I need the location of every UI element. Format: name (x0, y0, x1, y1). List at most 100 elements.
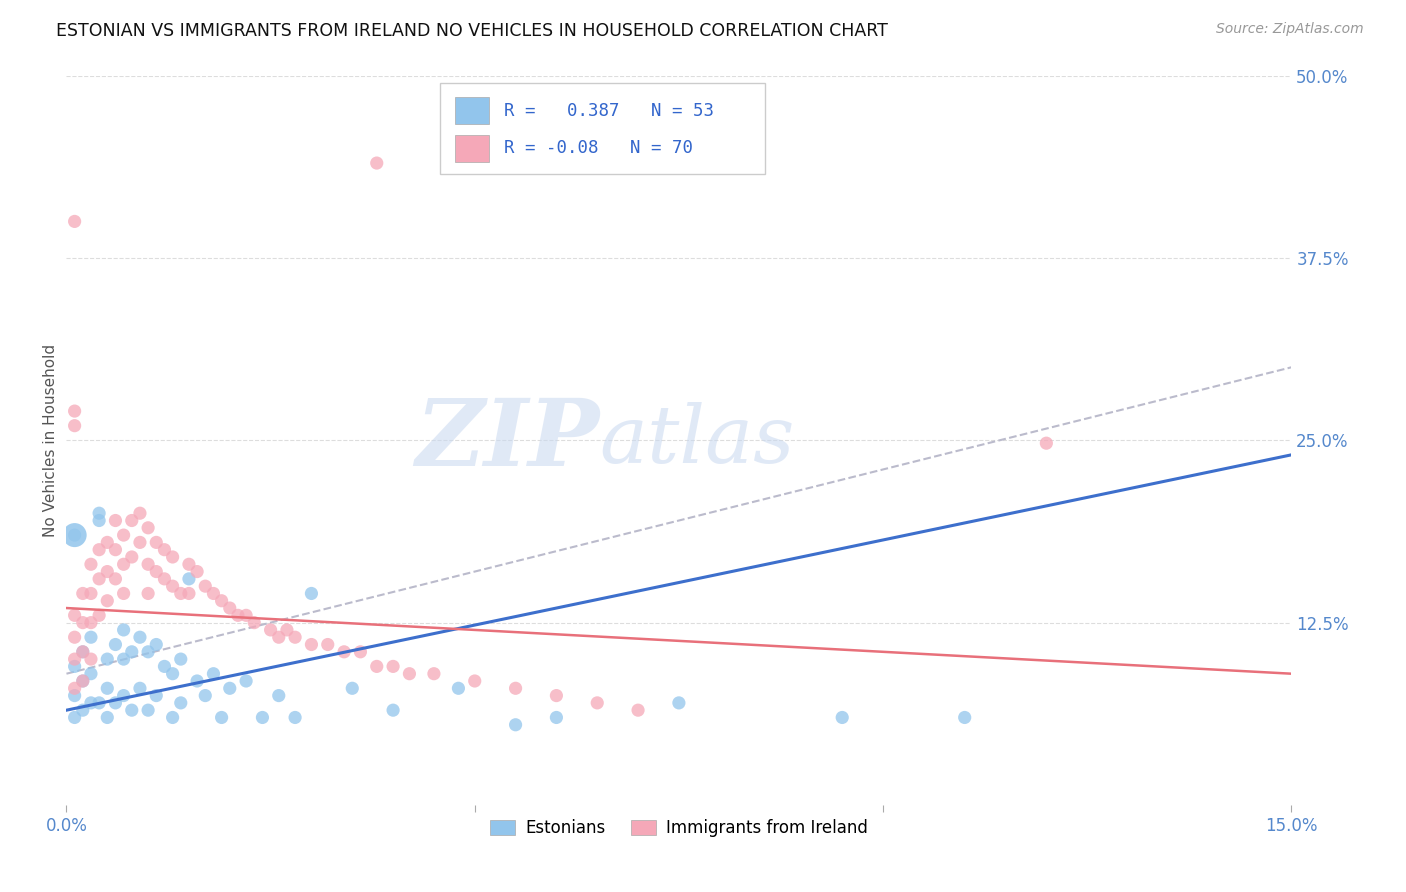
Point (211, 593, 233, 607)
Legend: Estonians, Immigrants from Ireland: Estonians, Immigrants from Ireland (484, 813, 875, 844)
Point (87, 572, 110, 586)
Point (398, 666, 420, 681)
Point (80, 558, 103, 572)
Point (72, 673, 94, 688)
Point (170, 696, 193, 710)
FancyBboxPatch shape (454, 135, 489, 162)
Point (63, 630, 86, 644)
Point (202, 666, 225, 681)
Point (301, 586, 323, 600)
Point (121, 645, 143, 659)
Point (104, 696, 127, 710)
Point (112, 586, 135, 600)
Point (170, 652, 193, 666)
FancyBboxPatch shape (440, 83, 765, 174)
Point (145, 535, 167, 549)
Text: ZIP: ZIP (415, 395, 599, 485)
Point (316, 638, 339, 652)
Point (136, 586, 159, 600)
Point (129, 681, 152, 696)
Point (162, 549, 184, 564)
Point (96, 652, 118, 666)
Point (87, 608, 110, 623)
Point (202, 586, 225, 600)
Point (72, 673, 94, 688)
Point (112, 652, 135, 666)
Point (342, 681, 364, 696)
Point (87, 514, 110, 528)
Point (96, 593, 118, 607)
Point (136, 558, 159, 572)
Point (63, 214, 86, 228)
Text: R = -0.08   N = 70: R = -0.08 N = 70 (503, 139, 693, 158)
Point (284, 630, 307, 644)
Point (63, 681, 86, 696)
Point (546, 710, 568, 724)
Point (153, 572, 176, 586)
Point (63, 710, 86, 724)
Point (63, 659, 86, 673)
Point (129, 535, 152, 549)
Point (63, 528, 86, 542)
Point (366, 156, 388, 170)
Point (267, 630, 290, 644)
Point (72, 645, 94, 659)
Point (1035, 436, 1057, 450)
Point (72, 615, 94, 630)
Point (129, 506, 152, 520)
Point (447, 681, 470, 696)
Point (80, 696, 103, 710)
Point (72, 586, 94, 600)
Point (170, 586, 193, 600)
Point (112, 689, 135, 703)
Point (136, 645, 159, 659)
Text: atlas: atlas (599, 401, 794, 479)
Point (546, 689, 568, 703)
Point (87, 542, 110, 557)
Point (218, 601, 240, 615)
Point (153, 542, 176, 557)
Point (104, 542, 127, 557)
Point (96, 535, 118, 549)
Point (80, 586, 103, 600)
Point (668, 696, 690, 710)
Point (63, 608, 86, 623)
Point (235, 673, 257, 688)
Point (63, 528, 86, 542)
Point (72, 703, 94, 717)
Point (505, 681, 527, 696)
Point (226, 608, 249, 623)
FancyBboxPatch shape (454, 96, 489, 124)
Point (96, 565, 118, 579)
Point (382, 659, 405, 673)
Point (112, 528, 135, 542)
Point (129, 630, 152, 644)
Point (136, 703, 159, 717)
Point (953, 710, 976, 724)
Point (423, 666, 446, 681)
Point (586, 696, 609, 710)
Point (96, 710, 118, 724)
Point (259, 623, 281, 637)
Point (112, 623, 135, 637)
Point (211, 710, 233, 724)
Point (145, 689, 167, 703)
Point (121, 703, 143, 717)
Point (284, 710, 307, 724)
Y-axis label: No Vehicles in Household: No Vehicles in Household (44, 343, 58, 537)
Point (301, 638, 323, 652)
Point (87, 696, 110, 710)
Point (104, 572, 127, 586)
Text: Source: ZipAtlas.com: Source: ZipAtlas.com (1216, 22, 1364, 37)
Point (505, 718, 527, 732)
Point (194, 689, 217, 703)
Point (136, 521, 159, 535)
Point (186, 673, 208, 688)
Point (382, 703, 405, 717)
Point (145, 638, 167, 652)
Point (831, 710, 853, 724)
Point (276, 623, 298, 637)
Point (252, 710, 274, 724)
Point (153, 659, 176, 673)
Point (63, 404, 86, 418)
